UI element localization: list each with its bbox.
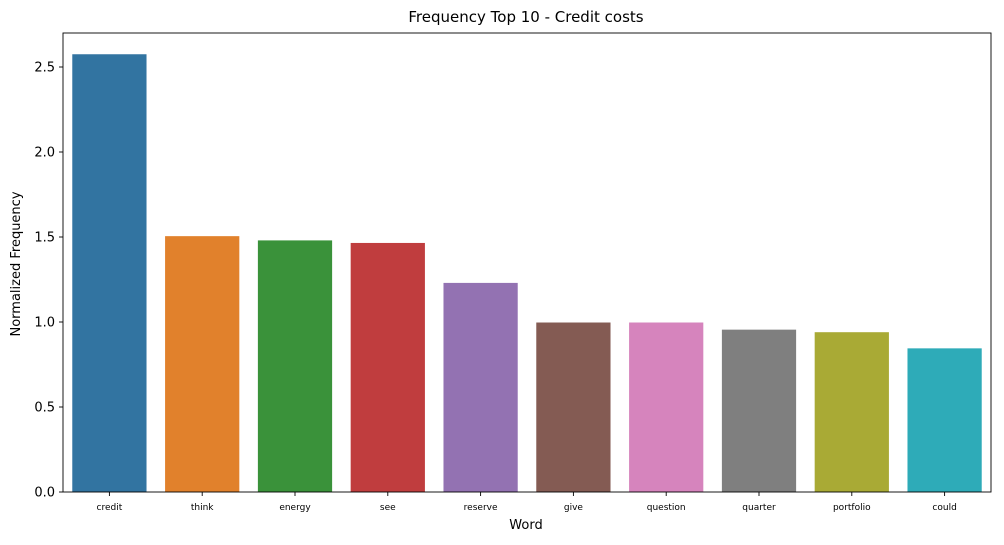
x-tick-label: question — [647, 503, 686, 513]
y-axis: 0.0 0.5 1.0 1.5 2.0 2.5 — [34, 61, 63, 501]
y-tick-label: 2.0 — [34, 146, 55, 161]
x-axis-label: Word — [509, 518, 542, 533]
y-axis-label: Normalized Frequency — [9, 191, 24, 336]
bar-think — [165, 236, 240, 492]
plot-frame — [62, 32, 992, 493]
x-tick-label: think — [191, 503, 214, 513]
y-tick-label: 1.5 — [34, 231, 55, 246]
x-tick-label: credit — [97, 503, 123, 513]
bar-see — [350, 242, 425, 492]
bar-energy — [257, 240, 333, 492]
bar-reserve — [443, 282, 518, 492]
bars-group — [72, 54, 982, 492]
bar-question — [629, 322, 704, 492]
x-tick-label: see — [380, 503, 396, 513]
y-tick-label: 0.0 — [34, 486, 55, 501]
bar-credit — [72, 54, 147, 492]
x-tick-label: give — [564, 503, 584, 513]
x-tick-label: reserve — [464, 503, 498, 513]
x-axis: credit think energy see reserve give question q… — [97, 492, 957, 513]
y-tick-label: 1.0 — [34, 316, 55, 331]
bar-give — [536, 322, 611, 492]
bar-quarter — [721, 329, 797, 492]
bar-portfolio — [814, 332, 889, 492]
y-tick-label: 0.5 — [34, 401, 55, 416]
x-tick-label: could — [932, 503, 956, 513]
chart-title: Frequency Top 10 - Credit costs — [408, 8, 643, 26]
y-tick-label: 2.5 — [34, 61, 55, 76]
x-tick-label: portfolio — [833, 503, 871, 513]
bar-could — [907, 348, 982, 492]
x-tick-label: quarter — [742, 503, 776, 513]
x-tick-label: energy — [279, 503, 311, 513]
